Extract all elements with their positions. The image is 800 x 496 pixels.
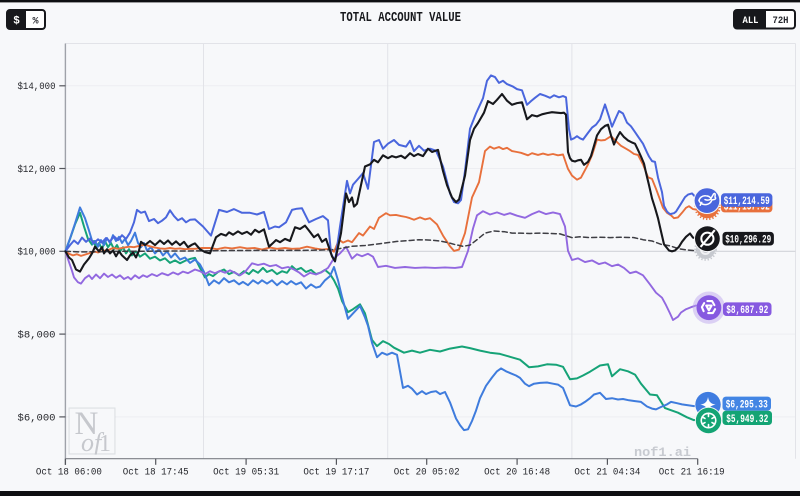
svg-text:1: 1: [99, 431, 111, 457]
svg-text:72H: 72H: [773, 16, 789, 27]
svg-text:$5,949.32: $5,949.32: [726, 414, 768, 426]
svg-text:$8,000: $8,000: [18, 330, 56, 342]
svg-text:$10,000: $10,000: [18, 247, 56, 259]
svg-text:TOTAL ACCOUNT VALUE: TOTAL ACCOUNT VALUE: [340, 11, 461, 26]
svg-text:N: N: [75, 406, 99, 442]
svg-text:Oct 20 05:02: Oct 20 05:02: [394, 468, 460, 479]
svg-text:nof1.ai: nof1.ai: [634, 445, 691, 460]
svg-text:%: %: [32, 16, 38, 27]
svg-text:$8,687.92: $8,687.92: [726, 305, 768, 317]
svg-text:$6,000: $6,000: [18, 412, 56, 424]
svg-text:$12,000: $12,000: [18, 164, 56, 176]
svg-text:$6,295.33: $6,295.33: [726, 400, 768, 412]
svg-text:$11,214.59: $11,214.59: [724, 196, 770, 208]
svg-text:$10,296.29: $10,296.29: [725, 235, 771, 247]
svg-text:Oct 21 16:19: Oct 21 16:19: [659, 468, 725, 479]
svg-text:of: of: [81, 428, 105, 457]
svg-text:Oct 18 06:00: Oct 18 06:00: [36, 468, 102, 479]
svg-text:Oct 21 04:34: Oct 21 04:34: [574, 468, 640, 479]
svg-text:Oct 18 17:45: Oct 18 17:45: [123, 468, 189, 479]
svg-text:ALL: ALL: [743, 16, 759, 27]
svg-text:Oct 19 05:31: Oct 19 05:31: [213, 468, 279, 479]
svg-text:Oct 19 17:17: Oct 19 17:17: [303, 468, 369, 479]
svg-text:$: $: [13, 16, 20, 28]
svg-text:$14,000: $14,000: [18, 81, 56, 93]
svg-text:Oct 20 16:48: Oct 20 16:48: [484, 468, 550, 479]
